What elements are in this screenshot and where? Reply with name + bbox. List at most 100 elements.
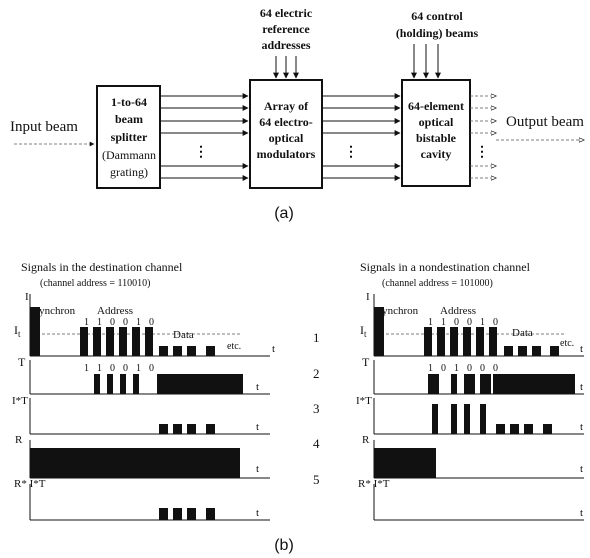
right-label-IT: I*T (356, 395, 372, 407)
left-row4-t: t (256, 463, 259, 475)
left-bit-label-5: 0 (149, 317, 154, 328)
left-label-R: R (15, 434, 23, 446)
left-inv-bit-2: 0 (110, 363, 115, 374)
right-row4-R-block (374, 448, 436, 478)
left-panel-subtitle: (channel address = 110010) (40, 278, 151, 289)
right-bit-label-3: 0 (467, 317, 472, 328)
ref-address-arrows (273, 56, 299, 79)
left-row3-t: t (256, 421, 259, 433)
left-label-It: It (14, 323, 21, 339)
right-row1-data-pulse (550, 346, 559, 356)
left-inv-bit-0: 1 (84, 363, 89, 374)
modulator-line-4: modulators (257, 147, 316, 161)
ref-line-1: 64 electric (260, 6, 313, 20)
right-row3-address-pulse (432, 404, 438, 434)
left-row2-bit-labels: 1 1 0 0 1 0 (84, 363, 154, 374)
left-row2-hold-pulse (157, 374, 243, 394)
ref-line-2: reference (262, 22, 310, 36)
left-row5-pulses (159, 508, 215, 520)
left-row1-address-pulse (119, 327, 127, 356)
control-beams-label: 64 control (holding) beams (396, 9, 479, 40)
right-row3-data-pulse (496, 424, 505, 434)
right-row2-hold-pulse (493, 374, 575, 394)
splitter-line-3: splitter (111, 130, 148, 144)
right-row2-ref-pulse (451, 374, 457, 394)
left-row2-t: t (256, 381, 259, 393)
right-row3-data-pulse (543, 424, 552, 434)
left-row1-t: t (272, 343, 275, 355)
right-row1-address-pulse (476, 327, 484, 356)
cavity-line-3: bistable (416, 131, 457, 145)
right-row3-address-pulse (451, 404, 457, 434)
right-row1-data-pulse (518, 346, 527, 356)
output-beam-label: Output beam (506, 114, 584, 130)
splitter-line-2: beam (115, 112, 143, 126)
row-number-5: 5 (313, 472, 320, 487)
left-label-It-main: I (14, 323, 18, 337)
beam-splitter-box (96, 85, 161, 189)
right-label-R: R (362, 434, 370, 446)
right-inv-bit-0: 1 (428, 363, 433, 374)
right-panel-subtitle: (channel address = 101000) (382, 278, 493, 289)
left-row2-ref-pulse (133, 374, 139, 394)
modulator-ellipsis: ⋮ (344, 145, 358, 160)
left-etc-label: etc. (227, 341, 241, 352)
right-label-I: I (366, 291, 370, 303)
beam-splitter-text: 1-to-64 beam splitter (Dammann grating) (102, 95, 156, 179)
left-row5-t: t (256, 507, 259, 519)
right-row1-data-pulse (504, 346, 513, 356)
left-bit-label-1: 1 (97, 317, 102, 328)
right-inv-bit-4: 0 (480, 363, 485, 374)
left-row2-ref-pulse (107, 374, 113, 394)
row-number-3: 3 (313, 401, 320, 416)
right-bit-label-5: 0 (493, 317, 498, 328)
right-panel-title: Signals in a nondestination channel (360, 260, 531, 274)
right-row1-t: t (580, 343, 583, 355)
modulator-output-arrows: ⋮ (322, 93, 401, 181)
left-label-I: I (25, 291, 29, 303)
right-row2-bit-labels: 1 0 1 0 0 0 (428, 363, 498, 374)
left-row1-address-pulse (93, 327, 101, 356)
left-row5-output-pulse (173, 508, 182, 520)
left-label-IT: I*T (12, 395, 28, 407)
left-synchron-label: Synchron (33, 305, 76, 317)
left-row1-data-pulse (159, 346, 168, 356)
right-row1-synchron-pulse (374, 307, 384, 356)
control-line-1: 64 control (411, 9, 463, 23)
modulator-text: Array of 64 electro- optical modulators (257, 99, 316, 161)
right-label-It: It (360, 323, 367, 339)
left-data-label: Data (173, 329, 194, 341)
right-bit-label-2: 0 (454, 317, 459, 328)
left-row1-synchron-pulse (30, 307, 40, 356)
left-row1-data-pulse (206, 346, 215, 356)
left-label-T: T (18, 355, 26, 369)
left-label-It-sub: t (18, 329, 21, 339)
left-row1-data-pulse (173, 346, 182, 356)
row-number-1: 1 (313, 330, 320, 345)
right-row2-ref-pulse (428, 374, 439, 394)
left-row2-ref-pulse (120, 374, 126, 394)
modulator-line-3: optical (269, 131, 304, 145)
cavity-line-4: cavity (421, 147, 452, 161)
input-beam-label: Input beam (10, 119, 78, 135)
left-row1-address-pulse (145, 327, 153, 356)
modulator-array-box (249, 79, 323, 189)
right-row1-address-pulse (424, 327, 432, 356)
right-row1-address-pulse (437, 327, 445, 356)
cavity-ellipsis: ⋮ (475, 145, 489, 160)
left-row5-output-pulse (206, 508, 215, 520)
left-bit-label-4: 1 (136, 317, 141, 328)
splitter-line-4: (Dammann (102, 148, 156, 162)
splitter-line-1: 1-to-64 (111, 95, 147, 109)
cavity-line-1: 64-element (408, 99, 464, 113)
right-etc-label: etc. (560, 338, 574, 349)
left-inv-bit-5: 0 (149, 363, 154, 374)
caption-a: (a) (274, 205, 294, 222)
caption-b: (b) (274, 537, 294, 554)
top-diagram: Input beam 1-to-64 beam splitter (Damman… (10, 6, 584, 222)
right-inv-bit-3: 0 (467, 363, 472, 374)
left-bit-label-2: 0 (110, 317, 115, 328)
row-numbers: 1 2 3 4 5 (313, 330, 320, 487)
right-row4-t: t (580, 463, 583, 475)
